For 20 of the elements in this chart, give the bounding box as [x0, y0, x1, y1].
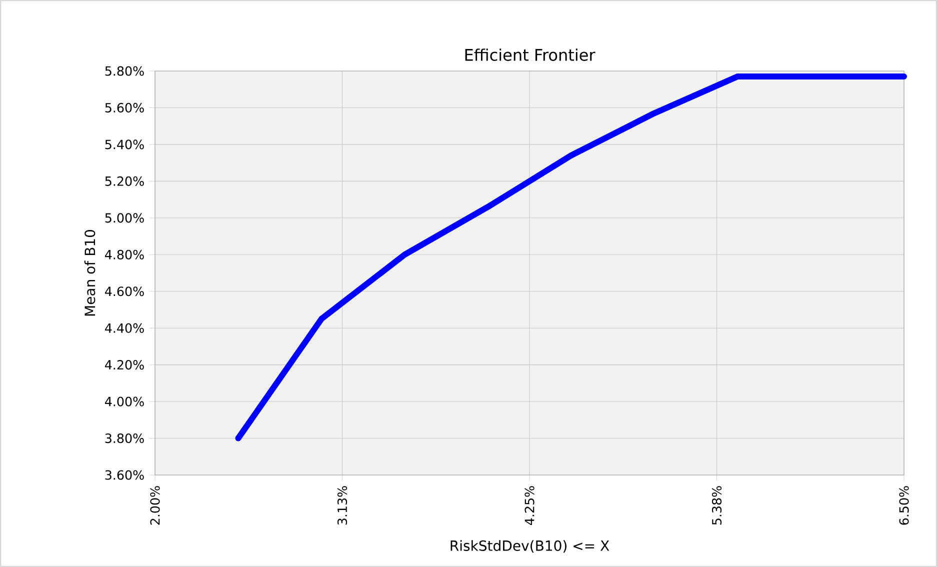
- x-tick-label: 6.50%: [899, 486, 909, 525]
- y-tick-label: 3.80%: [105, 433, 144, 444]
- x-tick-label: 4.25%: [524, 486, 534, 526]
- y-tick-label: 5.00%: [105, 213, 144, 223]
- y-tick-label: 4.80%: [104, 250, 144, 260]
- y-tick-label: 5.80%: [105, 66, 144, 76]
- y-axis-title: Mean of B10: [84, 230, 96, 316]
- chart-title: Efficient Frontier: [465, 48, 596, 61]
- y-tick-label: 4.60%: [104, 286, 144, 296]
- x-tick-label: 3.13%: [337, 486, 348, 525]
- x-tick-label: 5.38%: [712, 486, 722, 525]
- y-tick-label: 4.40%: [104, 323, 144, 333]
- y-tick-label: 4.00%: [104, 396, 144, 406]
- x-tick-label: 2.00%: [150, 486, 160, 525]
- y-tick-label: 5.40%: [105, 140, 144, 150]
- y-tick-label: 3.60%: [105, 470, 144, 480]
- x-axis-title: RiskStdDev(B10) <= X: [450, 540, 610, 553]
- y-tick-label: 5.20%: [105, 176, 144, 186]
- y-tick-label: 4.20%: [104, 360, 144, 370]
- y-tick-label: 5.60%: [105, 102, 144, 113]
